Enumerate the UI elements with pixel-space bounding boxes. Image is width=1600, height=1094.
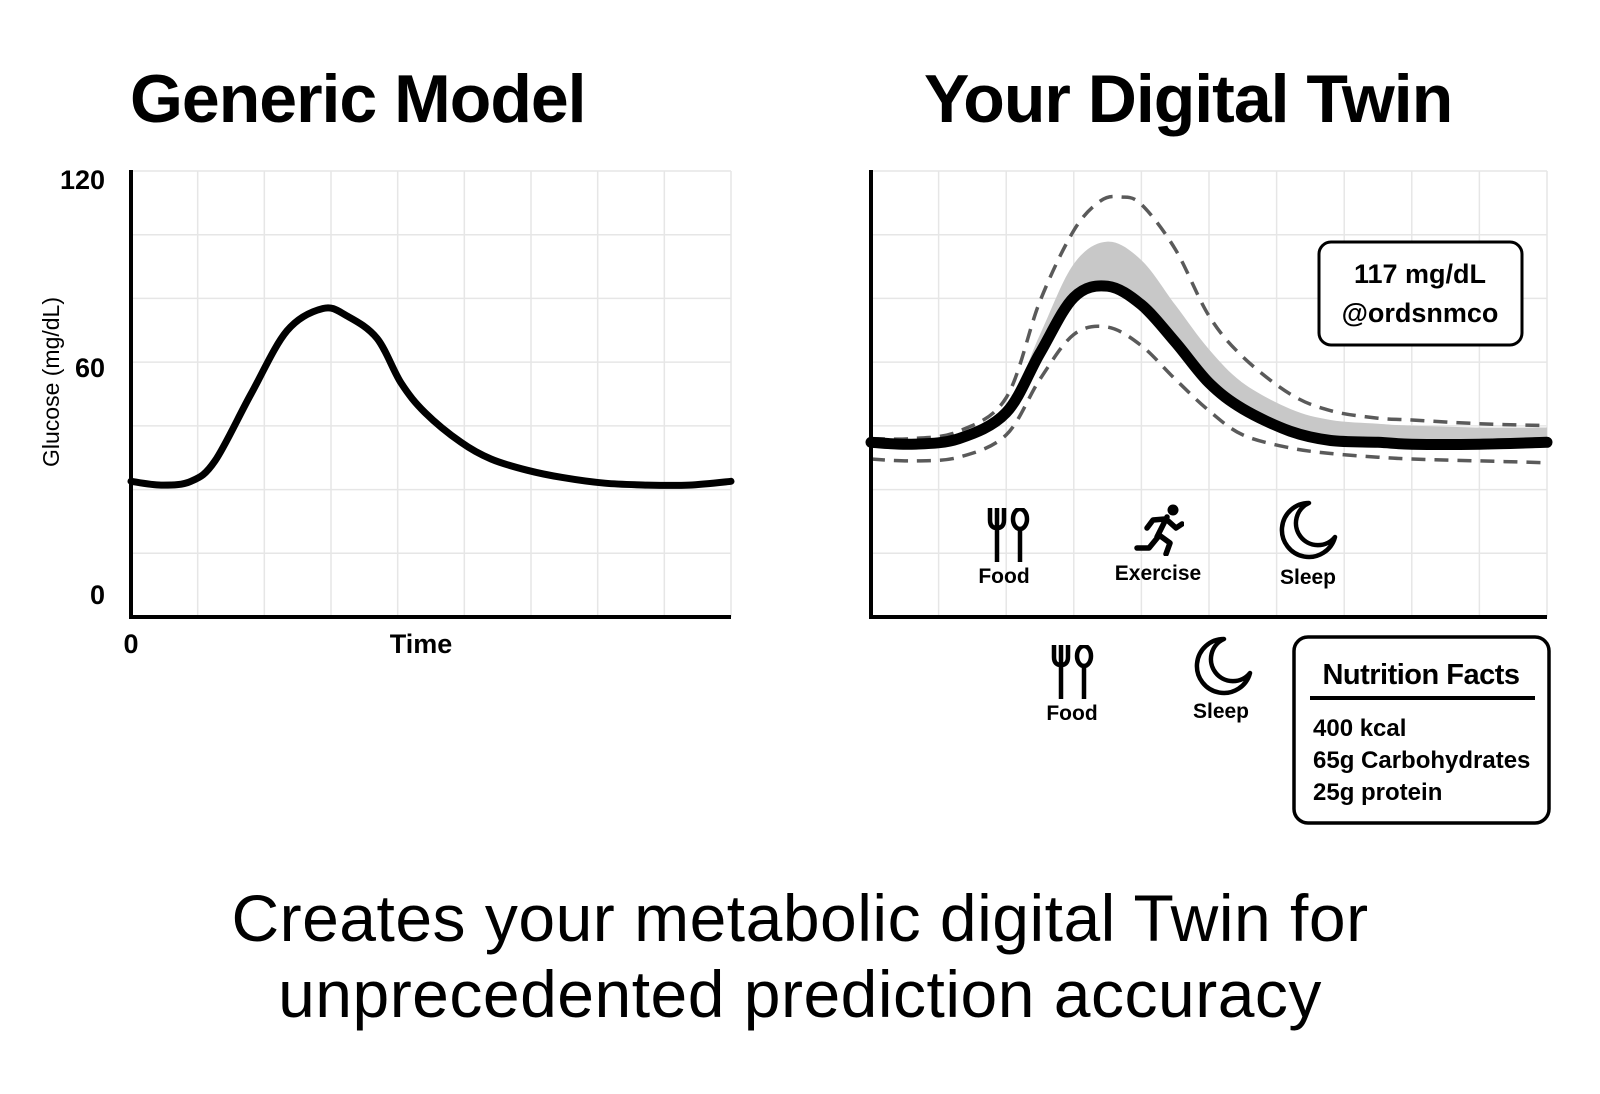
digital-twin-title: Your Digital Twin bbox=[924, 61, 1453, 137]
callout-value: 117 mg/dL bbox=[1354, 259, 1486, 289]
twin-glucose-curve bbox=[865, 280, 1553, 450]
legend-sleep-label: Sleep bbox=[1193, 700, 1249, 723]
right-axes bbox=[869, 170, 1547, 619]
left-axes bbox=[129, 170, 731, 619]
event-food: Food bbox=[978, 508, 1030, 588]
x-axis-label: Time bbox=[390, 629, 453, 659]
caption-line-2: unprecedented prediction accuracy bbox=[278, 957, 1322, 1031]
generic-glucose-curve bbox=[127, 304, 735, 489]
crescent-moon-icon bbox=[1282, 503, 1335, 557]
generic-model-chart: 120 60 0 0 Time Glucose (mg/dL) bbox=[38, 165, 735, 659]
legend-food: Food bbox=[1046, 645, 1098, 725]
event-sleep-label: Sleep bbox=[1280, 566, 1336, 589]
event-food-label: Food bbox=[978, 565, 1029, 588]
nutrition-facts-box: Nutrition Facts 400 kcal 65g Carbohydrat… bbox=[1292, 635, 1551, 825]
lower-dashed-bound bbox=[870, 324, 1548, 465]
fork-spoon-icon bbox=[1054, 645, 1091, 699]
callout-handle: @ordsnmco bbox=[1342, 298, 1499, 328]
nutrition-carbs: 65g Carbohydrates bbox=[1313, 747, 1530, 774]
digital-twin-chart: 117 mg/dL @ordsnmco Food Exercise Sleep bbox=[865, 170, 1553, 619]
right-grid bbox=[871, 170, 1548, 617]
event-exercise-label: Exercise bbox=[1115, 562, 1201, 585]
legend-sleep: Sleep bbox=[1193, 639, 1250, 723]
y-tick-0: 0 bbox=[90, 580, 105, 610]
legend-food-label: Food bbox=[1046, 702, 1097, 725]
generic-model-title: Generic Model bbox=[130, 61, 587, 137]
glucose-callout: 117 mg/dL @ordsnmco bbox=[1317, 240, 1524, 347]
y-tick-60: 60 bbox=[75, 353, 105, 383]
crescent-moon-icon bbox=[1197, 639, 1250, 693]
upper-dashed-bound bbox=[870, 194, 1548, 441]
running-person-icon bbox=[1137, 505, 1182, 555]
y-axis-label: Glucose (mg/dL) bbox=[38, 297, 64, 467]
left-grid bbox=[131, 170, 732, 617]
event-sleep: Sleep bbox=[1280, 503, 1336, 589]
nutrition-title: Nutrition Facts bbox=[1322, 659, 1519, 691]
caption-line-1: Creates your metabolic digital Twin for bbox=[231, 881, 1369, 955]
nutrition-protein: 25g protein bbox=[1313, 779, 1442, 806]
event-exercise: Exercise bbox=[1115, 505, 1201, 585]
nutrition-kcal: 400 kcal bbox=[1313, 715, 1406, 742]
x-tick-0: 0 bbox=[123, 629, 138, 659]
y-tick-120: 120 bbox=[60, 165, 105, 195]
